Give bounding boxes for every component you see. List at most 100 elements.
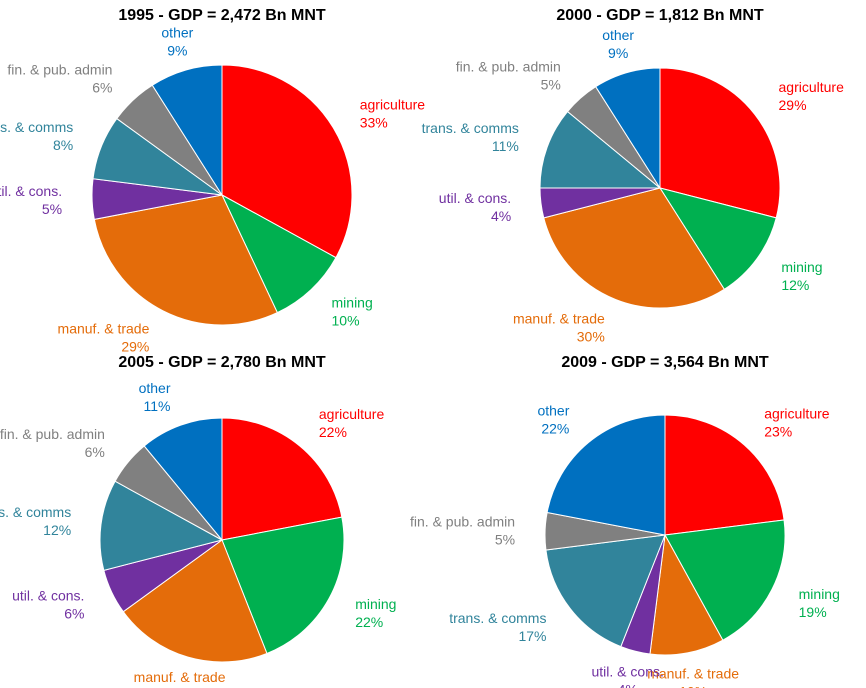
label-value: 22% xyxy=(319,424,347,440)
data-label: mining 22% xyxy=(355,596,396,630)
label-category: manuf. & trade xyxy=(513,310,605,326)
data-label: util. & cons. 4% xyxy=(439,190,511,224)
label-value: 17% xyxy=(518,628,546,644)
label-value: 8% xyxy=(53,137,73,153)
pie-slice xyxy=(143,417,223,542)
label-value: 4% xyxy=(491,208,511,224)
label-value: 33% xyxy=(360,115,388,131)
label-category: agriculture xyxy=(764,405,830,421)
pie-slice xyxy=(545,534,666,648)
label-value: 21% xyxy=(166,687,194,688)
data-label: manuf. & trade 30% xyxy=(513,310,605,344)
data-label: mining 19% xyxy=(799,586,840,620)
label-value: 6% xyxy=(64,606,84,622)
label-value: 12% xyxy=(781,277,809,293)
pie-slice xyxy=(93,194,279,326)
data-label: fin. & pub. admin 6% xyxy=(0,426,105,460)
label-category: mining xyxy=(355,596,396,612)
data-label: agriculture 29% xyxy=(779,79,845,113)
data-label: manuf. & trade 29% xyxy=(58,321,150,355)
label-category: fin. & pub. admin xyxy=(456,58,561,74)
data-label: util. & cons. 6% xyxy=(12,588,84,622)
label-category: util. & cons. xyxy=(592,663,664,679)
label-category: manuf. & trade xyxy=(647,665,739,681)
label-category: trans. & comms xyxy=(449,610,546,626)
chart-title: 2009 - GDP = 3,564 Bn MNT xyxy=(561,354,769,371)
label-value: 22% xyxy=(355,614,383,630)
label-value: 23% xyxy=(764,423,792,439)
label-category: trans. & comms xyxy=(422,120,519,136)
chart-title: 1995 - GDP = 2,472 Bn MNT xyxy=(118,7,326,24)
pie-slice xyxy=(658,187,777,291)
data-label: util. & cons. 5% xyxy=(0,183,62,217)
data-label: trans. & comms 8% xyxy=(0,119,73,153)
label-value: 5% xyxy=(541,76,561,92)
label-value: 6% xyxy=(85,444,105,460)
label-value: 10% xyxy=(679,683,707,688)
label-category: manuf. & trade xyxy=(58,321,150,337)
label-value: 11% xyxy=(492,138,519,154)
label-category: fin. & pub. admin xyxy=(7,61,112,77)
chart-title: 2000 - GDP = 1,812 Bn MNT xyxy=(556,7,764,24)
pie-slice xyxy=(151,64,223,197)
pie-slice xyxy=(649,533,724,656)
data-label: manuf. & trade 10% xyxy=(647,665,739,688)
data-label: other 9% xyxy=(602,27,634,61)
label-category: agriculture xyxy=(779,79,845,95)
data-label: mining 10% xyxy=(332,295,373,329)
label-category: util. & cons. xyxy=(0,183,62,199)
pie-slice xyxy=(220,193,337,314)
label-category: manuf. & trade xyxy=(134,669,226,685)
data-label: trans. & comms 11% xyxy=(422,120,519,154)
label-category: fin. & pub. admin xyxy=(410,513,515,529)
label-value: 5% xyxy=(495,531,515,547)
pie-slice xyxy=(539,110,662,189)
data-label: agriculture 23% xyxy=(764,405,830,439)
label-category: other xyxy=(139,380,171,396)
data-label: trans. & comms 17% xyxy=(449,610,546,644)
label-value: 5% xyxy=(42,201,62,217)
pie-slice xyxy=(659,67,781,219)
label-category: mining xyxy=(799,586,840,602)
label-value: 11% xyxy=(144,398,171,414)
label-category: other xyxy=(602,27,634,43)
label-value: 9% xyxy=(608,45,628,61)
label-category: mining xyxy=(781,259,822,275)
data-label: fin. & pub. admin 5% xyxy=(456,58,561,92)
label-value: 29% xyxy=(779,97,807,113)
label-value: 6% xyxy=(92,79,112,95)
label-value: 4% xyxy=(618,681,638,688)
label-category: util. & cons. xyxy=(439,190,511,206)
data-label: fin. & pub. admin 5% xyxy=(410,513,515,547)
data-label: other 11% xyxy=(139,380,171,414)
data-label: trans. & comms 12% xyxy=(0,504,71,538)
data-label: mining 12% xyxy=(781,259,822,293)
label-value: 10% xyxy=(332,313,360,329)
label-value: 9% xyxy=(167,42,187,58)
pie-slice xyxy=(122,539,268,663)
label-category: agriculture xyxy=(360,97,426,113)
data-label: manuf. & trade 21% xyxy=(134,669,226,688)
pie-slice xyxy=(221,516,345,655)
label-category: other xyxy=(161,24,193,40)
data-label: other 9% xyxy=(161,24,193,58)
data-label: util. & cons. 4% xyxy=(592,663,664,688)
pie-slice xyxy=(546,414,666,536)
pie-slice xyxy=(664,519,786,641)
label-category: util. & cons. xyxy=(12,588,84,604)
label-value: 12% xyxy=(43,522,71,538)
data-label: agriculture 33% xyxy=(360,97,426,131)
label-category: fin. & pub. admin xyxy=(0,426,105,442)
chart-title: 2005 - GDP = 2,780 Bn MNT xyxy=(118,354,326,371)
label-value: 30% xyxy=(577,328,605,344)
label-value: 22% xyxy=(541,420,569,436)
data-label: agriculture 22% xyxy=(319,406,385,440)
label-category: trans. & comms xyxy=(0,504,71,520)
label-category: agriculture xyxy=(319,406,385,422)
pie-slice xyxy=(221,417,343,541)
label-category: other xyxy=(537,402,569,418)
data-label: fin. & pub. admin 6% xyxy=(7,61,112,95)
label-category: mining xyxy=(332,295,373,311)
pie-slice xyxy=(221,64,353,259)
